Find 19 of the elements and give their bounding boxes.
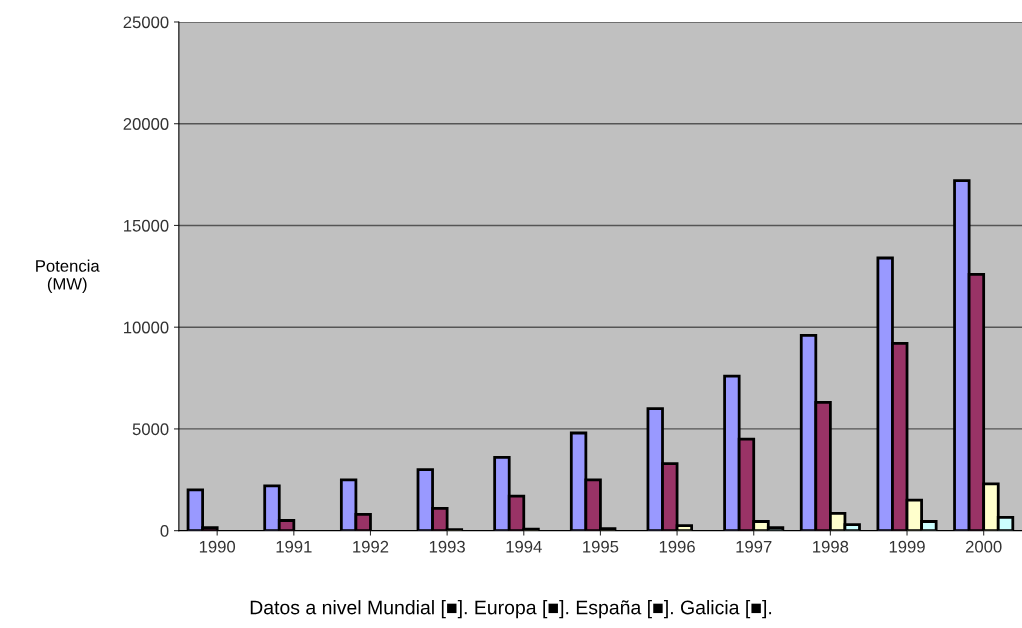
y-tick-label: 25000 xyxy=(123,16,169,29)
x-tick-label: 1999 xyxy=(889,540,925,553)
x-tick-label: 1991 xyxy=(276,540,312,553)
y-tick-label: 15000 xyxy=(124,219,169,232)
x-tick-label: 1997 xyxy=(736,540,772,553)
x-tick-label: 1994 xyxy=(506,540,542,553)
x-tick-label: 1998 xyxy=(813,540,849,553)
y-axis-title: Potencia (MW) xyxy=(36,259,100,294)
x-tick-label: 1990 xyxy=(199,540,236,553)
y-tick-label: 5000 xyxy=(132,423,169,436)
text: Datos a nivel Mundial [■]. Europa [■]. España [■]. Galicia [■]. xyxy=(250,600,772,619)
y-tick-label: 0 xyxy=(160,525,169,537)
y-tick-label: 10000 xyxy=(124,321,169,334)
x-tick-label: 1996 xyxy=(659,540,695,553)
x-tick-label: 1995 xyxy=(583,540,619,553)
x-tick-label: 2000 xyxy=(965,540,1002,553)
y-tick-label: 20000 xyxy=(123,118,169,130)
x-tick-label: 1992 xyxy=(353,540,389,553)
x-tick-label: 1993 xyxy=(429,540,465,553)
